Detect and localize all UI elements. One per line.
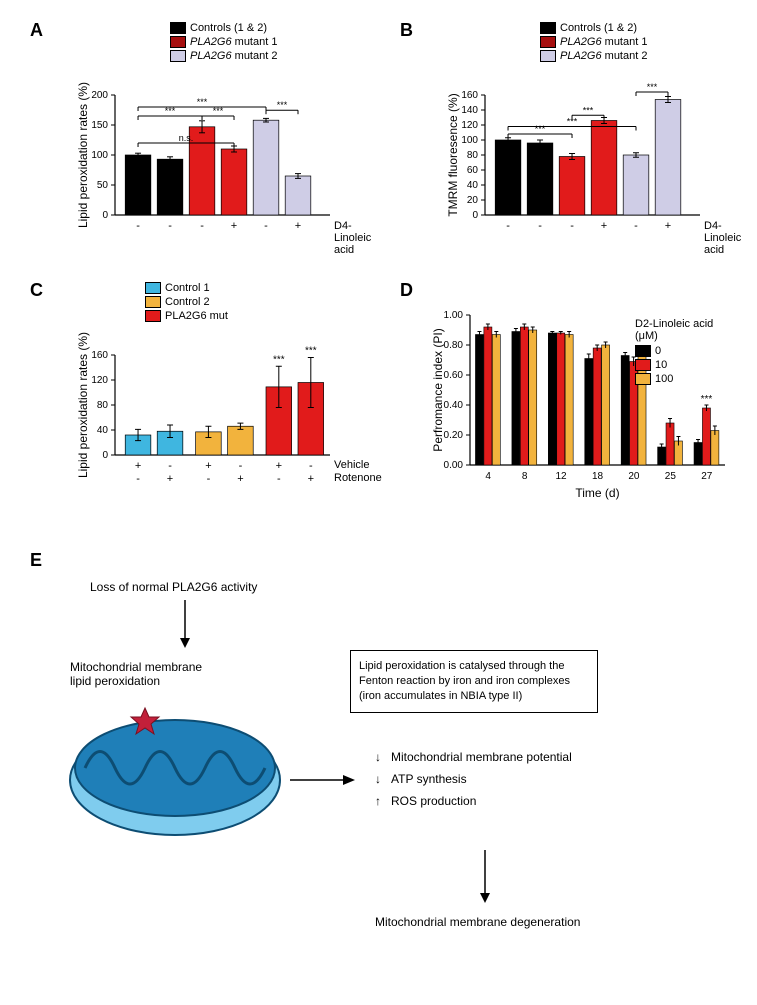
svg-text:***: *** [305, 346, 317, 357]
mitochondrion-icon [60, 700, 290, 850]
svg-text:-: - [277, 473, 281, 485]
svg-text:-: - [207, 473, 211, 485]
text-degeneration: Mitochondrial membrane degeneration [375, 915, 580, 929]
svg-text:80: 80 [467, 150, 479, 161]
svg-text:-: - [506, 220, 510, 232]
svg-text:-: - [168, 460, 172, 472]
figure: A 050100150200Lipid peroxidation rates (… [20, 20, 737, 985]
svg-text:100: 100 [91, 150, 108, 161]
svg-text:150: 150 [91, 120, 108, 131]
arrow-icon [175, 600, 195, 650]
svg-text:***: *** [701, 394, 713, 405]
svg-text:0.80: 0.80 [444, 340, 464, 351]
svg-text:Time (d): Time (d) [575, 486, 619, 500]
svg-text:60: 60 [467, 165, 479, 176]
svg-text:+: + [237, 473, 243, 485]
svg-text:40: 40 [467, 180, 479, 191]
svg-text:TMRM fluoresence (%): TMRM fluoresence (%) [446, 93, 460, 216]
svg-text:Lipid peroxidation rates (%): Lipid peroxidation rates (%) [76, 332, 90, 478]
chart-c: 0 40 80 120 160Lipid peroxidation rates (%) +… [75, 300, 335, 495]
chart-d: 0.00 0.20 0.40 0.60 0.80 1.00 Perfromance inde… [430, 300, 730, 500]
svg-text:0.40: 0.40 [444, 400, 464, 411]
effects-list: ↓Mitochondrial membrane potential↓ATP sy… [375, 750, 572, 816]
svg-text:+: + [205, 460, 211, 472]
text-loss-activity: Loss of normal PLA2G6 activity [90, 580, 257, 594]
svg-text:0: 0 [102, 210, 108, 221]
svg-text:-: - [570, 220, 574, 232]
svg-text:+: + [276, 460, 282, 472]
svg-text:+: + [308, 473, 314, 485]
svg-text:***: *** [535, 124, 546, 134]
svg-text:-: - [264, 220, 268, 232]
svg-text:-: - [136, 220, 140, 232]
svg-text:0: 0 [472, 210, 478, 221]
svg-text:+: + [665, 220, 671, 232]
svg-text:***: *** [197, 97, 208, 107]
svg-text:***: *** [277, 100, 288, 110]
svg-text:-: - [168, 220, 172, 232]
svg-text:25: 25 [665, 471, 677, 482]
panel-a-label: A [30, 20, 43, 41]
svg-text:0: 0 [102, 450, 108, 461]
svg-text:-: - [309, 460, 313, 472]
svg-text:160: 160 [91, 350, 108, 361]
arrow-icon [290, 770, 360, 790]
panel-d-label: D [400, 280, 413, 301]
svg-text:100: 100 [461, 135, 478, 146]
svg-text:0.60: 0.60 [444, 370, 464, 381]
svg-text:0.20: 0.20 [444, 430, 464, 441]
svg-text:160: 160 [461, 90, 478, 101]
svg-text:-: - [538, 220, 542, 232]
svg-text:Lipid peroxidation rates (%): Lipid peroxidation rates (%) [76, 82, 90, 228]
svg-text:+: + [295, 220, 301, 232]
svg-text:80: 80 [97, 400, 109, 411]
svg-text:+: + [135, 460, 141, 472]
chart-b: 0 20 40 60 80 100 120 140 160TMRM fluoresence (%… [445, 40, 705, 240]
svg-text:-: - [239, 460, 243, 472]
svg-text:***: *** [273, 354, 285, 365]
panel-c-label: C [30, 280, 43, 301]
svg-text:140: 140 [461, 105, 478, 116]
svg-text:50: 50 [97, 180, 109, 191]
fenton-text-box: Lipid peroxidation is catalysed through … [350, 650, 598, 713]
svg-text:120: 120 [461, 120, 478, 131]
svg-text:-: - [136, 473, 140, 485]
svg-text:n.s.: n.s. [179, 133, 194, 143]
svg-text:-: - [200, 220, 204, 232]
svg-text:27: 27 [701, 471, 713, 482]
text-lipid-perox: Mitochondrial membrane lipid peroxidatio… [70, 660, 202, 688]
svg-text:+: + [601, 220, 607, 232]
svg-text:12: 12 [556, 471, 568, 482]
arrow-icon [475, 850, 495, 905]
svg-text:***: *** [647, 82, 658, 92]
chart-a: 0 50 100 150 200Lipid peroxidation rates (%)… [75, 40, 335, 240]
svg-text:18: 18 [592, 471, 604, 482]
panel-b-label: B [400, 20, 413, 41]
svg-text:20: 20 [467, 195, 479, 206]
panel-e-label: E [30, 550, 42, 571]
svg-text:120: 120 [91, 375, 108, 386]
svg-text:8: 8 [522, 471, 528, 482]
svg-text:***: *** [583, 105, 594, 115]
svg-text:***: *** [213, 106, 224, 116]
svg-text:0.00: 0.00 [444, 460, 464, 471]
svg-text:4: 4 [485, 471, 491, 482]
svg-text:Perfromance index (PI): Perfromance index (PI) [431, 328, 445, 451]
svg-text:1.00: 1.00 [444, 310, 464, 321]
svg-text:20: 20 [628, 471, 640, 482]
svg-text:-: - [634, 220, 638, 232]
svg-text:+: + [167, 473, 173, 485]
svg-text:+: + [231, 220, 237, 232]
svg-text:200: 200 [91, 90, 108, 101]
svg-text:40: 40 [97, 425, 109, 436]
